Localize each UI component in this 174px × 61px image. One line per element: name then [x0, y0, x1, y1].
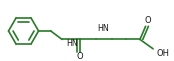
Text: HN: HN	[97, 24, 109, 33]
Text: HN: HN	[67, 39, 78, 48]
Text: O: O	[144, 16, 151, 25]
Text: OH: OH	[157, 49, 170, 58]
Text: O: O	[77, 52, 83, 61]
